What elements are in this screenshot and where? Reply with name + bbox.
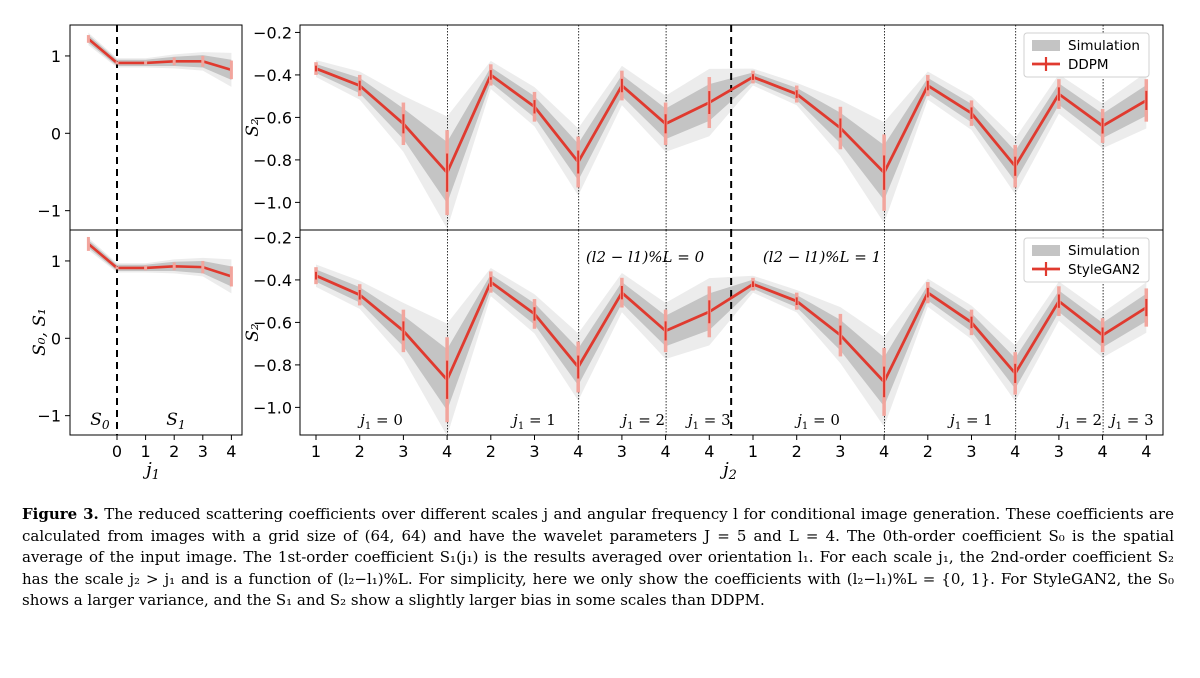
y-tick-label: −1.0 [253, 398, 292, 417]
y-tick-label: −0.8 [253, 356, 292, 375]
model-line [87, 37, 232, 72]
x-tick-label: 1 [311, 442, 321, 461]
x-tick-label: 4 [442, 442, 452, 461]
x-tick-label: 3 [198, 442, 208, 461]
x-tick-label: 4 [573, 442, 583, 461]
segment-label: j1 = 1 [947, 411, 993, 432]
model-line [315, 274, 1148, 385]
x-tick-label: 2 [355, 442, 365, 461]
x-tick-label: 3 [835, 442, 845, 461]
y-tick-label: −1 [37, 407, 61, 426]
x-tick-label: 2 [923, 442, 933, 461]
y-axis-label: S₀, S₁ [30, 308, 50, 356]
segment-label: j1 = 2 [1056, 411, 1102, 432]
x-tick-label: 3 [529, 442, 539, 461]
x-axis-label: j1 [142, 459, 160, 483]
group-label-l1: (l2 − l1)%L = 1 [763, 248, 881, 266]
x-tick-label: 3 [966, 442, 976, 461]
y-tick-label: −0.6 [253, 108, 292, 127]
x-tick-label: 1 [748, 442, 758, 461]
y-tick-label: −0.8 [253, 151, 292, 170]
y-tick-label: 1 [51, 252, 61, 271]
region-label-s0: S0 [90, 410, 110, 432]
legend-label-simulation: Simulation [1068, 243, 1140, 259]
figure-caption: Figure 3. The reduced scattering coeffic… [22, 504, 1174, 612]
segment-label: j1 = 2 [619, 411, 665, 432]
legend-band-swatch [1032, 245, 1060, 256]
y-tick-label: −0.6 [253, 313, 292, 332]
legend-label-simulation: Simulation [1068, 38, 1140, 54]
y-tick-label: −0.2 [253, 23, 292, 42]
y-axis-label: S₂ [243, 118, 263, 137]
caption-text: The reduced scattering coefficients over… [22, 505, 1174, 609]
x-tick-label: 3 [617, 442, 627, 461]
x-axis-label: j2 [719, 459, 737, 483]
group-label-l0: (l2 − l1)%L = 0 [586, 248, 705, 266]
y-tick-label: −0.4 [253, 66, 292, 85]
x-tick-label: 3 [398, 442, 408, 461]
x-tick-label: 4 [879, 442, 889, 461]
x-tick-label: 2 [169, 442, 179, 461]
y-tick-label: −1 [37, 202, 61, 221]
legend-label-model: DDPM [1068, 57, 1109, 73]
segment-label: j1 = 3 [685, 411, 731, 432]
segment-label: j1 = 0 [794, 411, 840, 432]
x-tick-label: 4 [1010, 442, 1020, 461]
legend-label-model: StyleGAN2 [1068, 262, 1140, 278]
y-axis-label: S₂ [243, 323, 263, 342]
x-tick-label: 1 [141, 442, 151, 461]
sim-band-inner [88, 240, 232, 287]
y-tick-label: 1 [51, 47, 61, 66]
y-tick-label: −0.4 [253, 271, 292, 290]
x-tick-label: 4 [704, 442, 714, 461]
x-tick-label: 3 [1054, 442, 1064, 461]
y-tick-label: −0.2 [253, 228, 292, 247]
segment-label: j1 = 1 [510, 411, 556, 432]
model-line [87, 242, 232, 278]
x-tick-label: 4 [1141, 442, 1151, 461]
x-tick-label: 2 [792, 442, 802, 461]
segment-label: j1 = 0 [357, 411, 403, 432]
legend-band-swatch [1032, 40, 1060, 51]
x-tick-label: 4 [661, 442, 671, 461]
y-tick-label: −1.0 [253, 193, 292, 212]
left-panel-frame [69, 229, 243, 436]
y-tick-label: 0 [51, 124, 61, 143]
caption-label: Figure 3. [22, 505, 99, 523]
x-tick-label: 4 [226, 442, 236, 461]
y-tick-label: 0 [51, 329, 61, 348]
segment-label: j1 = 3 [1108, 411, 1154, 432]
region-label-s1: S1 [166, 410, 185, 432]
x-tick-label: 0 [112, 442, 122, 461]
model-line [315, 67, 1148, 176]
x-tick-label: 2 [486, 442, 496, 461]
x-tick-label: 4 [1098, 442, 1108, 461]
